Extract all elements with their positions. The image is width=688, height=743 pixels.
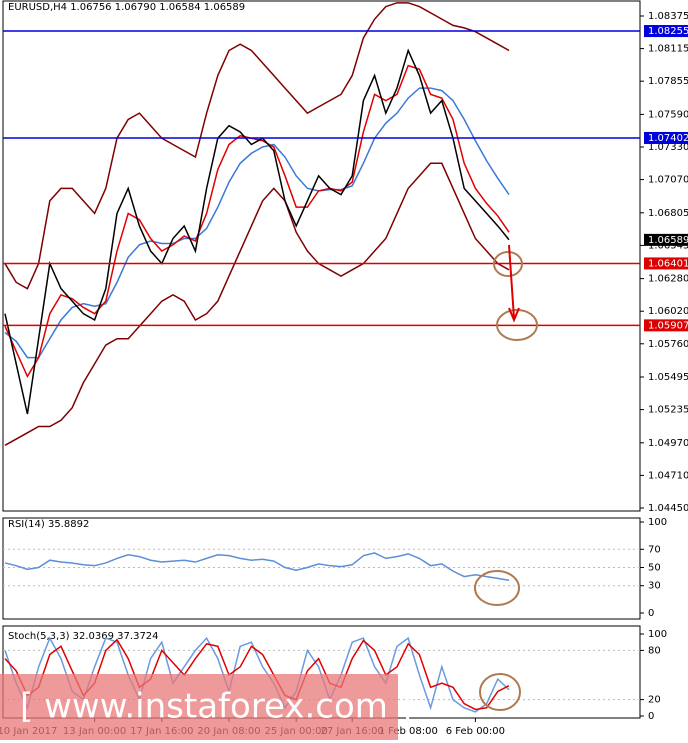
y-tick-label: 100 [648,629,667,640]
level-label-bg [644,319,688,332]
level-label-bg [644,25,688,38]
level-label: 1.06401 [648,258,688,269]
y-tick-label: 0 [648,711,654,722]
y-tick-label: 1.04450 [648,503,688,514]
y-tick-label: 30 [648,581,661,592]
y-tick-label: 1.07330 [648,142,688,153]
series-line [4,87,510,359]
main-panel [2,0,641,512]
level-label: 1.08255 [648,26,688,37]
y-tick-label: 1.07855 [648,76,688,87]
level-label-bg [644,131,688,144]
arrow [508,244,520,323]
x-tick-label: 6 Feb 00:00 [446,726,505,737]
y-tick-label: 50 [648,563,661,574]
y-tick-label: 1.06805 [648,208,688,219]
y-tick-label: 1.07070 [648,175,688,186]
series-line [4,48,510,415]
y-tick-label: 1.04710 [648,470,688,481]
plot [4,2,510,446]
y-tick-label: 1.08115 [648,44,688,55]
level-label: 1.05907 [648,320,688,331]
x-tick-label: 1 Feb 08:00 [379,726,438,737]
annotation-circle [496,309,538,341]
y-tick-label: 20 [648,695,661,706]
y-tick-label: 1.06545 [648,240,688,251]
level-label: 1.06589 [648,235,688,246]
y-tick-label: 1.05495 [648,372,688,383]
series-line [4,64,510,379]
plot [4,552,510,581]
y-tick-label: 80 [648,645,661,656]
annotation-circle [493,251,523,277]
level-label-bg [644,257,688,270]
y-tick-label: 100 [648,517,667,528]
y-tick-label: 1.04970 [648,438,688,449]
level-label: 1.07402 [648,133,688,144]
y-tick-label: 1.05235 [648,405,688,416]
panel-title: EURUSD,H4 1.06756 1.06790 1.06584 1.0658… [8,2,245,13]
annotation-circle [479,673,521,711]
series-line [4,2,510,290]
panel-title: Stoch(5,3,3) 32.0369 37.3724 [8,631,159,642]
series-line [4,162,510,446]
series-line [4,552,510,581]
y-tick-label: 70 [648,544,661,555]
y-tick-label: 1.06280 [648,274,688,285]
panel-title: RSI(14) 35.8892 [8,519,89,530]
watermark-banner [0,674,398,740]
watermark: [ www.instaforex.com ] [20,687,412,727]
y-tick-label: 1.06020 [648,306,688,317]
y-tick-label: 1.07590 [648,109,688,120]
y-tick-label: 1.05760 [648,339,688,350]
rsi-panel [2,517,641,620]
y-tick-label: 0 [648,608,654,619]
y-tick-label: 1.08375 [648,11,688,22]
annotation-circle [474,570,520,606]
level-label-bg [644,233,688,246]
